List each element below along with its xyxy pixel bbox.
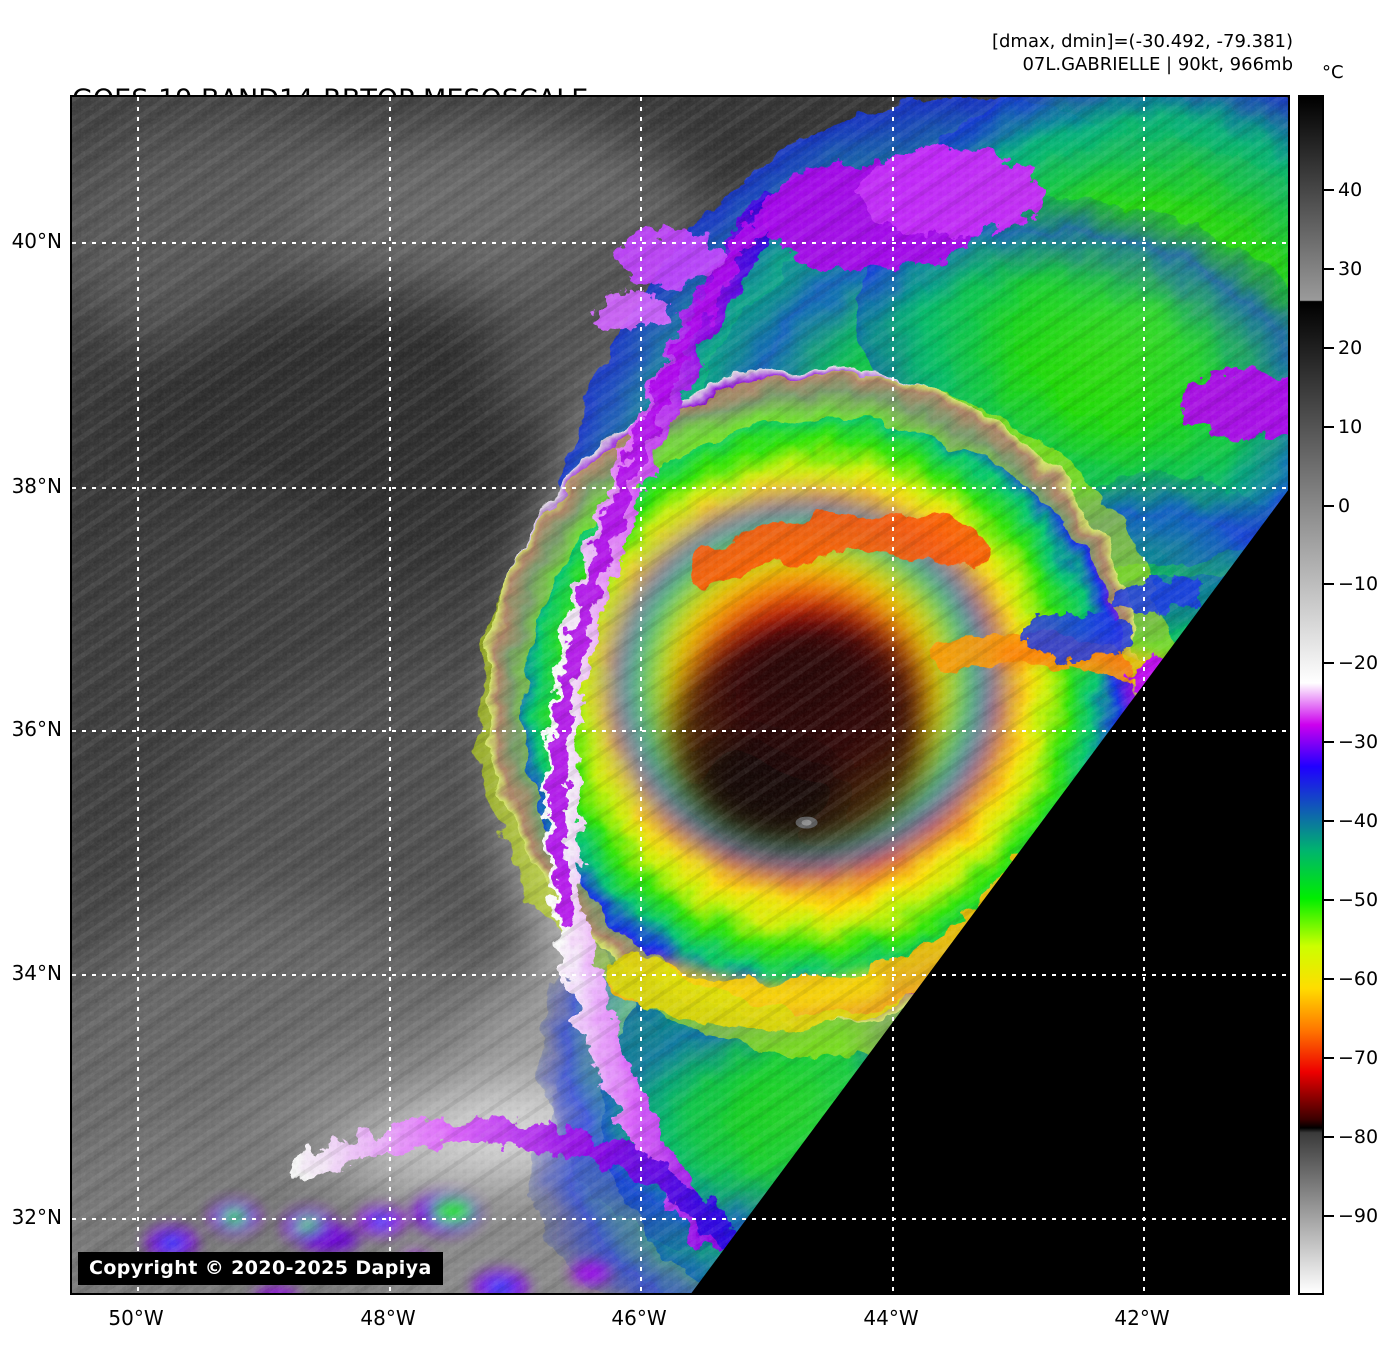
colorbar-tick-label: 30 [1338, 257, 1363, 280]
lat-tick-label: 36°N [11, 717, 62, 741]
metadata-block: [dmax, dmin]=(-30.492, -79.381) 07L.GABR… [992, 30, 1293, 76]
dmax-dmin-label: [dmax, dmin]=(-30.492, -79.381) [991, 31, 1293, 52]
colorbar-tick-mark [1324, 346, 1334, 349]
colorbar-tick-mark [1324, 1136, 1334, 1139]
colorbar-tick-label: −50 [1338, 889, 1379, 912]
lon-tick-label: 48°W [360, 1306, 416, 1330]
lat-tick-label: 40°N [11, 229, 62, 253]
lat-tick-label: 38°N [11, 474, 62, 498]
colorbar-tick-mark [1324, 978, 1334, 981]
colorbar-tick-label: −40 [1338, 810, 1379, 833]
lon-tick-label: 46°W [611, 1306, 667, 1330]
satellite-imagery [72, 97, 1288, 1293]
lon-tick-label: 44°W [863, 1306, 919, 1330]
colorbar-tick-label: 0 [1338, 494, 1351, 517]
colorbar-tick-mark [1324, 1057, 1334, 1060]
colorbar-tick-mark [1324, 741, 1334, 744]
colorbar-tick-label: −60 [1338, 968, 1379, 991]
colorbar-tick-mark [1324, 267, 1334, 270]
storm-info-label: 07L.GABRIELLE | 90kt, 966mb [1022, 54, 1293, 76]
lon-tick-label: 42°W [1114, 1306, 1170, 1330]
colorbar-tick-mark [1324, 1215, 1334, 1218]
copyright-watermark: Copyright © 2020-2025 Dapiya [78, 1252, 443, 1285]
colorbar-tick-label: −30 [1338, 731, 1379, 754]
colorbar-tick-mark [1324, 583, 1334, 586]
colorbar-tick-mark [1324, 425, 1334, 428]
colorbar-tick-mark [1324, 899, 1334, 902]
lat-tick-label: 32°N [11, 1205, 62, 1229]
colorbar-tick-mark [1324, 188, 1334, 191]
colorbar-tick-label: −70 [1338, 1047, 1379, 1070]
colorbar-tick-label: −90 [1338, 1205, 1379, 1228]
colorbar-unit-label: °C [1322, 62, 1344, 83]
no-data-region [691, 490, 1288, 1293]
colorbar-tick-label: 20 [1338, 336, 1363, 359]
colorbar: 40 30 20 10 0 −10 −20 −30 −40 −50 −60 −70 −80 −90 [1298, 95, 1378, 1295]
satellite-image-plot: Copyright © 2020-2025 Dapiya [70, 95, 1290, 1295]
colorbar-tick-label: −80 [1338, 1126, 1379, 1149]
colorbar-tick-label: −10 [1338, 573, 1379, 596]
colorbar-tick-mark [1324, 820, 1334, 823]
colorbar-gradient [1298, 95, 1324, 1295]
lat-tick-label: 34°N [11, 961, 62, 985]
colorbar-tick-label: 10 [1338, 415, 1363, 438]
colorbar-tick-mark [1324, 504, 1334, 507]
lon-tick-label: 50°W [108, 1306, 164, 1330]
colorbar-tick-mark [1324, 662, 1334, 665]
colorbar-tick-label: −20 [1338, 652, 1379, 675]
colorbar-tick-label: 40 [1338, 178, 1363, 201]
